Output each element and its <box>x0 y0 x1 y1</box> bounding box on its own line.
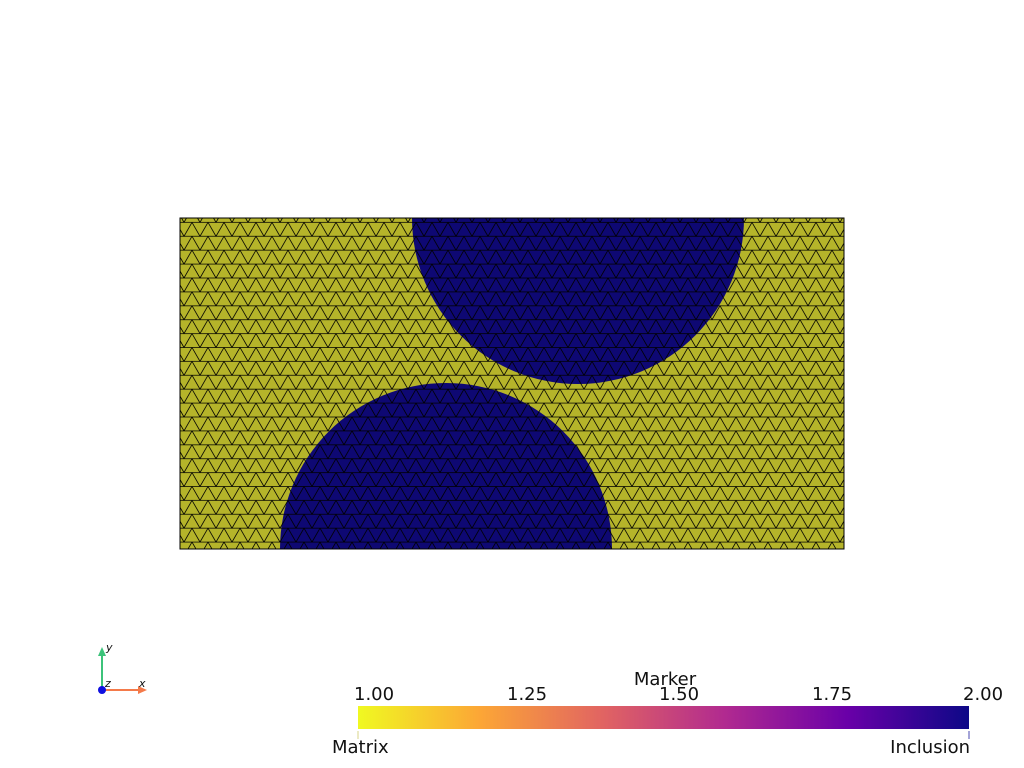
axis-y-label: y <box>106 641 113 654</box>
colorbar <box>358 706 969 729</box>
axis-z-label: z <box>105 677 111 690</box>
domain-border <box>179 217 845 550</box>
mesh-edges <box>180 218 844 549</box>
colorbar-annotation-low: Matrix <box>332 737 389 758</box>
colorbar-title: Marker <box>633 669 697 690</box>
colorbar-tick-label: 1.75 <box>812 684 853 705</box>
orientation-axes-widget <box>98 647 147 694</box>
colorbar-tick-label: 1.50 <box>659 684 700 705</box>
colorbar-tick-label: 1.25 <box>507 684 548 705</box>
colorbar-tick-label: 1.00 <box>354 684 395 705</box>
colorbar-annotation-high: Inclusion <box>890 737 970 758</box>
colorbar-tick-label: 2.00 <box>963 684 1004 705</box>
axis-x-label: x <box>139 677 146 690</box>
